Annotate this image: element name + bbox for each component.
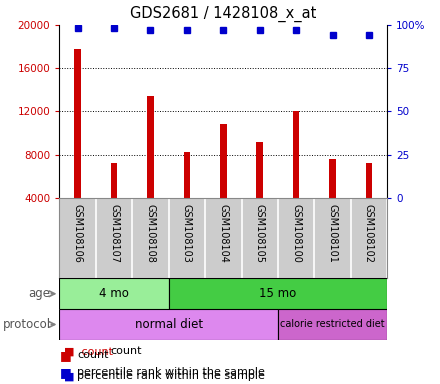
Text: GSM108100: GSM108100 [291,204,301,263]
Title: GDS2681 / 1428108_x_at: GDS2681 / 1428108_x_at [130,6,316,22]
Text: ■: ■ [59,349,71,362]
Bar [147,96,154,198]
Bar [111,163,117,198]
Bar [257,142,263,198]
Bar [293,111,300,198]
Text: GSM108103: GSM108103 [182,204,192,263]
Bar [74,49,81,198]
Bar [366,163,372,198]
Text: ■: ■ [64,371,74,381]
Text: GSM108104: GSM108104 [218,204,228,263]
Text: 15 mo: 15 mo [259,287,297,300]
Bar [59,309,278,340]
Text: percentile rank within the sample: percentile rank within the sample [77,367,265,377]
Bar [220,124,227,198]
Text: age: age [29,287,51,300]
Bar [183,152,190,198]
Text: count: count [110,346,142,356]
Bar [278,309,387,340]
Text: count: count [77,350,109,360]
Text: GSM108105: GSM108105 [255,204,265,263]
Text: 4 mo: 4 mo [99,287,129,300]
Text: calorie restricted diet: calorie restricted diet [280,319,385,329]
Text: normal diet: normal diet [135,318,203,331]
Text: ■: ■ [59,366,71,379]
Text: GSM108106: GSM108106 [73,204,83,263]
Text: GSM108107: GSM108107 [109,204,119,263]
Text: percentile rank within the sample: percentile rank within the sample [77,371,265,381]
Text: ■  count: ■ count [64,346,113,356]
Text: GSM108102: GSM108102 [364,204,374,263]
Bar [169,278,387,309]
Text: protocol: protocol [3,318,51,331]
Bar [59,278,169,309]
Bar [329,159,336,198]
Text: GSM108108: GSM108108 [146,204,155,263]
Text: GSM108101: GSM108101 [327,204,337,263]
